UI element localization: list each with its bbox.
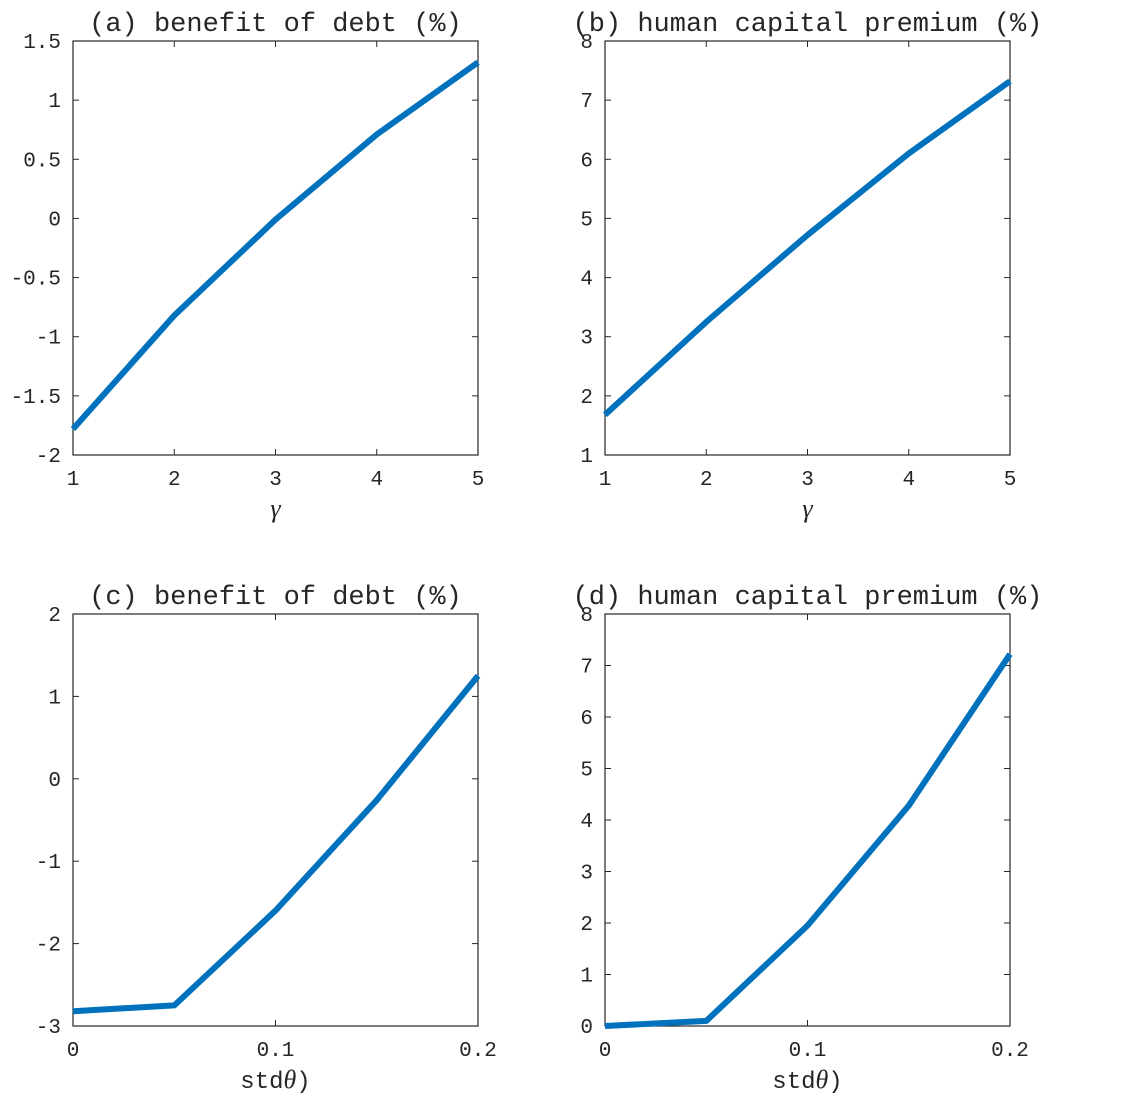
y-tick-label: 1 [580,966,593,989]
x-axis-label-suffix: ) [828,1069,842,1096]
y-tick-label: 3 [580,863,593,886]
y-tick-label: 5 [580,209,593,232]
data-point [1009,653,1011,655]
y-tick-label: 6 [580,708,593,731]
data-point [173,314,175,316]
x-tick-label: 0 [599,1040,612,1063]
panel-c: 0 0.1 0.2 -3 -2 -1 0 1 2 (c) benefit of debt (%) s… [36,583,497,1096]
data-point [173,1004,175,1006]
y-tick-label: 0 [580,1017,593,1040]
x-tick-label: 2 [700,469,713,492]
y-tick-label: 6 [580,150,593,173]
y-tick-label: 1 [48,91,61,114]
data-point [275,910,276,912]
panel-title: (c) benefit of debt (%) [89,583,462,613]
y-tick-label: -1 [36,328,61,351]
panel-a: 1 2 3 4 5 -2 -1.5 -1 -0.5 0 0.5 1 1.5 (a) benefit of … [11,10,485,523]
y-tick-label: 0 [48,209,61,232]
data-point [72,428,74,430]
x-axis-label: γ [270,494,281,523]
x-tick-label: 1 [599,469,612,492]
y-tick-label: 7 [580,91,593,114]
y-tick-label: 2 [580,387,593,410]
data-point [275,219,276,221]
x-axis-label-prefix: std [240,1069,283,1096]
x-axis-label-symbol: θ [816,1065,829,1094]
y-tick-label: 1.5 [23,32,61,55]
y-tick-label: 1 [48,687,61,710]
y-tick-label: 7 [580,657,593,680]
x-tick-label: 4 [902,469,915,492]
x-tick-label: 4 [370,469,383,492]
y-tick-label: 2 [580,914,593,937]
x-axis-label: stdθ) [772,1065,842,1096]
y-tick-label: 8 [580,32,593,55]
axes-box [604,613,1011,1027]
data-point [376,133,378,135]
x-tick-label: 0.2 [991,1040,1029,1063]
data-point [604,1025,606,1027]
data-point [705,1020,707,1022]
y-tick-label: -1.5 [11,387,61,410]
data-point [477,61,479,63]
data-point [72,1010,74,1012]
x-axis-label: stdθ) [240,1065,310,1096]
data-point [376,799,378,801]
y-tick-label: 0.5 [23,150,61,173]
panel-title: (b) human capital premium (%) [573,10,1043,40]
y-tick-label: -0.5 [11,269,61,292]
y-tick-label: 4 [580,811,593,834]
x-tick-label: 0.1 [789,1040,827,1063]
x-tick-label: 0.1 [257,1040,295,1063]
panel-d: 0 0.1 0.2 0 1 2 3 4 5 6 7 8(d) human capital premiu… [573,583,1043,1096]
y-tick-label: 8 [580,605,593,628]
y-tick-label: -2 [36,446,61,469]
y-tick-label: 1 [580,446,593,469]
x-tick-label: 3 [801,469,814,492]
panel-b: 1 2 3 4 5 1 2 3 4 5 6 7 8(b) human capital premium (… [573,10,1043,523]
x-axis-label-symbol: θ [284,1065,297,1094]
data-point [908,152,910,154]
data-point [807,234,808,236]
x-tick-label: 5 [1004,469,1017,492]
y-tick-label: 4 [580,269,593,292]
y-tick-label: 2 [48,605,61,628]
data-point [807,925,808,927]
x-axis-label-prefix: std [772,1069,815,1096]
x-tick-label: 5 [472,469,485,492]
data-point [477,675,479,677]
data-point [705,321,707,323]
x-tick-label: 0.2 [459,1040,497,1063]
data-point [604,414,606,416]
data-point [1009,80,1011,82]
x-tick-label: 3 [269,469,282,492]
panel-title: (d) human capital premium (%) [573,583,1043,613]
axes-box [72,613,479,1027]
axes-box [604,40,1011,456]
y-tick-label: -1 [36,852,61,875]
y-tick-label: 3 [580,328,593,351]
x-axis-label: γ [802,494,813,523]
x-axis-label-suffix: ) [296,1069,310,1096]
x-tick-label: 0 [67,1040,80,1063]
panel-title: (a) benefit of debt (%) [89,10,462,40]
y-tick-label: 0 [48,770,61,793]
y-tick-label: 5 [580,760,593,783]
x-tick-label: 2 [168,469,181,492]
x-tick-label: 1 [67,469,80,492]
data-point [908,805,910,807]
y-tick-label: -2 [36,935,61,958]
y-tick-label: -3 [36,1017,61,1040]
